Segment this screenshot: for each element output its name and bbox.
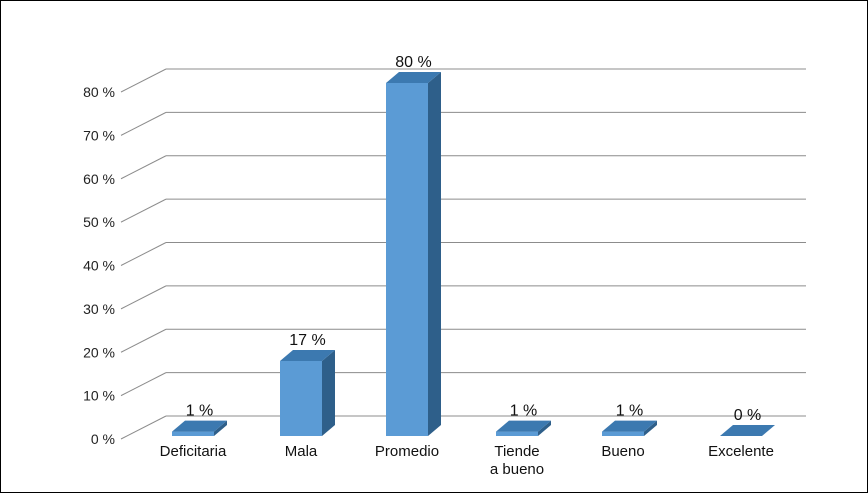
bar bbox=[172, 420, 227, 436]
bar-front bbox=[172, 431, 214, 436]
gridline-diagonal bbox=[120, 285, 167, 310]
bar bbox=[386, 72, 441, 436]
bar-side bbox=[322, 349, 335, 436]
bar-top bbox=[172, 420, 227, 432]
category-label: Mala bbox=[285, 443, 318, 460]
gridline-diagonal bbox=[120, 111, 167, 136]
bar-top bbox=[386, 72, 441, 83]
bars bbox=[172, 72, 775, 436]
y-tick-label: 0 % bbox=[91, 431, 115, 447]
category-label: Deficitaria bbox=[160, 443, 227, 460]
data-label: 17 % bbox=[289, 332, 325, 349]
y-tick-label: 80 % bbox=[83, 84, 115, 100]
y-tick-label: 20 % bbox=[83, 344, 115, 360]
gridline-diagonal bbox=[120, 415, 167, 440]
bar-top bbox=[280, 349, 335, 361]
bar-top bbox=[496, 420, 551, 432]
bar bbox=[602, 420, 657, 436]
category-label: Promedio bbox=[375, 443, 439, 460]
data-label: 0 % bbox=[734, 407, 762, 424]
y-tick-label: 70 % bbox=[83, 127, 115, 143]
y-axis-ticks: 0 % 10 % 20 % 30 % 40 % 50 % 60 % 70 % 80 % bbox=[83, 84, 115, 447]
gridline-diagonal bbox=[120, 242, 167, 266]
y-tick-label: 50 % bbox=[83, 214, 115, 230]
data-label: 80 % bbox=[395, 54, 431, 71]
bar-side bbox=[538, 420, 551, 436]
bar-side bbox=[644, 420, 657, 436]
gridlines bbox=[120, 68, 806, 440]
data-label: 1 % bbox=[510, 403, 538, 420]
bar bbox=[280, 349, 335, 436]
bar-front bbox=[602, 431, 644, 436]
bar bbox=[496, 420, 551, 436]
bar-side bbox=[214, 420, 227, 436]
y-tick-label: 30 % bbox=[83, 301, 115, 317]
bar-front bbox=[496, 431, 538, 436]
bar-front bbox=[280, 360, 322, 436]
bar-top bbox=[720, 425, 775, 436]
category-label: Tiende a bueno bbox=[490, 443, 544, 478]
y-tick-label: 60 % bbox=[83, 171, 115, 187]
data-labels: 1 % 17 % 80 % 1 % 1 % 0 % bbox=[186, 54, 762, 424]
y-tick-label: 10 % bbox=[83, 388, 115, 404]
category-label: Bueno bbox=[601, 443, 644, 460]
data-label: 1 % bbox=[186, 403, 214, 420]
y-tick-label: 40 % bbox=[83, 258, 115, 274]
bar-top bbox=[602, 420, 657, 432]
gridline-diagonal bbox=[120, 198, 167, 223]
category-label: Excelente bbox=[708, 443, 774, 460]
bar bbox=[720, 425, 775, 436]
gridline-diagonal bbox=[120, 328, 167, 353]
gridline-diagonal bbox=[120, 155, 167, 180]
data-label: 1 % bbox=[616, 403, 644, 420]
bar-front bbox=[386, 83, 428, 436]
gridline-diagonal bbox=[120, 68, 167, 93]
gridline-diagonal bbox=[120, 372, 167, 397]
category-labels: Deficitaria Mala Promedio Tiende a bueno Buen… bbox=[160, 443, 774, 478]
bar-side bbox=[428, 72, 441, 436]
